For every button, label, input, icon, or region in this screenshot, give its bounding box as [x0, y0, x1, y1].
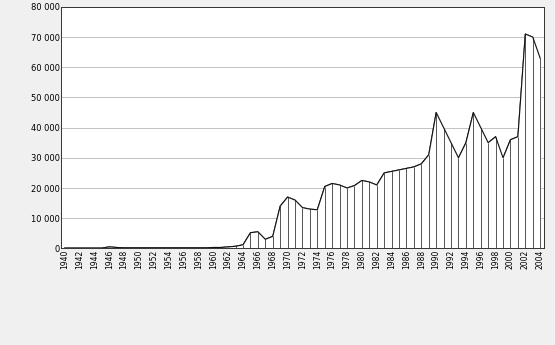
Entrées de migrants nés en Inde par an: [262, 237, 269, 242]
Entrées de migrants nés en Inde par an: [537, 56, 543, 60]
Entrées de migrants nés en Inde par an: [522, 32, 529, 36]
Entrées de migrants nés en Inde par an: [470, 110, 477, 115]
Entrées de migrants nés en Inde par an: [62, 246, 68, 250]
Line: Entrées de migrants nés en Inde par an: Entrées de migrants nés en Inde par an: [65, 34, 540, 248]
Entrées de migrants nés en Inde par an: [203, 246, 209, 250]
Entrées de migrants nés en Inde par an: [514, 135, 521, 139]
Entrées de migrants nés en Inde par an: [306, 207, 313, 211]
Entrées de migrants nés en Inde par an: [173, 246, 179, 250]
